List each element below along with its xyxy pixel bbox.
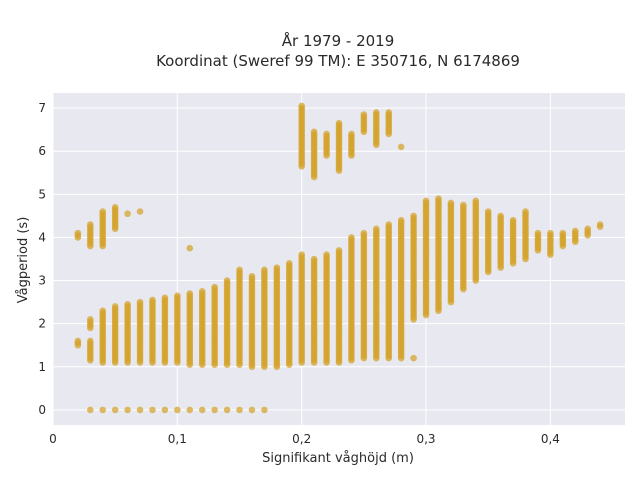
chart-title-line1: År 1979 - 2019 bbox=[282, 31, 395, 50]
data-point bbox=[373, 109, 380, 116]
data-point bbox=[335, 119, 343, 127]
y-tick-label: 0 bbox=[38, 403, 46, 417]
data-point bbox=[174, 406, 181, 414]
data-point bbox=[124, 210, 131, 218]
data-point bbox=[124, 406, 131, 414]
data-point bbox=[385, 221, 393, 228]
data-point bbox=[87, 337, 94, 345]
data-point bbox=[348, 130, 355, 138]
data-point bbox=[460, 201, 467, 209]
data-point bbox=[99, 406, 107, 414]
y-tick-label: 2 bbox=[38, 317, 46, 331]
data-point bbox=[236, 406, 243, 414]
data-point bbox=[87, 316, 94, 323]
y-axis-title: Vågperiod (s) bbox=[16, 217, 31, 304]
x-axis-title: Signifikant våghöjd (m) bbox=[262, 451, 414, 466]
y-tick-label: 7 bbox=[38, 101, 46, 115]
data-point bbox=[161, 294, 169, 302]
chart-title-line2: Koordinat (Sweref 99 TM): E 350716, N 61… bbox=[156, 52, 520, 70]
data-point bbox=[584, 225, 591, 233]
data-point bbox=[248, 406, 256, 414]
data-point bbox=[261, 406, 268, 414]
data-point bbox=[509, 216, 517, 224]
data-point bbox=[310, 128, 318, 136]
data-point bbox=[323, 251, 330, 258]
data-point bbox=[223, 406, 231, 414]
data-point bbox=[111, 406, 119, 414]
data-point bbox=[99, 208, 107, 215]
data-point bbox=[186, 290, 194, 297]
data-point bbox=[335, 247, 343, 254]
data-point bbox=[410, 212, 417, 220]
x-tick-label: 0,4 bbox=[541, 432, 560, 446]
data-point bbox=[111, 303, 119, 310]
data-point bbox=[522, 208, 529, 215]
y-tick-label: 1 bbox=[38, 360, 46, 374]
data-point bbox=[136, 406, 144, 414]
data-point bbox=[136, 298, 144, 306]
data-point bbox=[310, 255, 318, 263]
y-tick-label: 5 bbox=[38, 187, 46, 201]
data-point bbox=[547, 229, 554, 237]
y-tick-label: 4 bbox=[38, 230, 46, 244]
data-point bbox=[360, 229, 368, 237]
data-point bbox=[497, 212, 504, 220]
data-point bbox=[348, 234, 355, 241]
x-tick-label: 0,1 bbox=[168, 432, 187, 446]
data-point bbox=[285, 260, 293, 267]
y-tick-label: 3 bbox=[38, 274, 46, 288]
data-point bbox=[198, 288, 206, 295]
data-point bbox=[410, 354, 417, 362]
data-point bbox=[397, 143, 405, 151]
data-point bbox=[149, 406, 156, 414]
data-point bbox=[298, 102, 306, 110]
data-point bbox=[447, 199, 455, 207]
x-tick-label: 0,2 bbox=[292, 432, 311, 446]
data-point bbox=[261, 266, 268, 274]
data-point bbox=[385, 109, 393, 116]
data-point bbox=[161, 406, 169, 414]
data-point bbox=[99, 307, 107, 315]
data-point bbox=[435, 195, 442, 202]
data-point bbox=[111, 203, 119, 211]
data-point bbox=[74, 337, 82, 345]
data-point bbox=[87, 221, 94, 228]
data-point bbox=[198, 406, 206, 414]
data-point bbox=[571, 227, 579, 235]
data-point bbox=[211, 283, 218, 291]
data-point bbox=[223, 277, 231, 284]
data-point bbox=[596, 221, 604, 228]
data-point bbox=[124, 300, 131, 308]
data-point bbox=[422, 197, 430, 205]
data-point bbox=[211, 406, 218, 414]
data-point bbox=[298, 251, 306, 258]
data-point bbox=[236, 266, 243, 274]
data-point bbox=[273, 264, 281, 271]
data-point bbox=[248, 272, 256, 280]
data-point bbox=[323, 130, 330, 138]
y-tick-labels: 0 1 2 3 4 5 6 7 bbox=[38, 101, 46, 417]
data-point bbox=[136, 208, 144, 215]
x-tick-labels: 0 0,1 0,2 0,3 0,4 bbox=[49, 432, 560, 446]
data-point bbox=[87, 406, 94, 414]
data-point bbox=[472, 197, 480, 205]
data-point bbox=[484, 208, 492, 215]
data-point bbox=[174, 292, 181, 299]
data-point bbox=[74, 229, 82, 237]
data-point bbox=[186, 244, 194, 252]
data-point bbox=[534, 229, 542, 237]
data-point bbox=[559, 229, 567, 237]
data-point bbox=[397, 216, 405, 224]
data-point bbox=[360, 111, 368, 118]
x-tick-label: 0,3 bbox=[416, 432, 435, 446]
data-point bbox=[149, 296, 156, 304]
x-tick-label: 0 bbox=[49, 432, 57, 446]
y-tick-label: 6 bbox=[38, 144, 46, 158]
data-point bbox=[373, 225, 380, 233]
data-point bbox=[186, 406, 194, 414]
data-points bbox=[74, 102, 604, 414]
